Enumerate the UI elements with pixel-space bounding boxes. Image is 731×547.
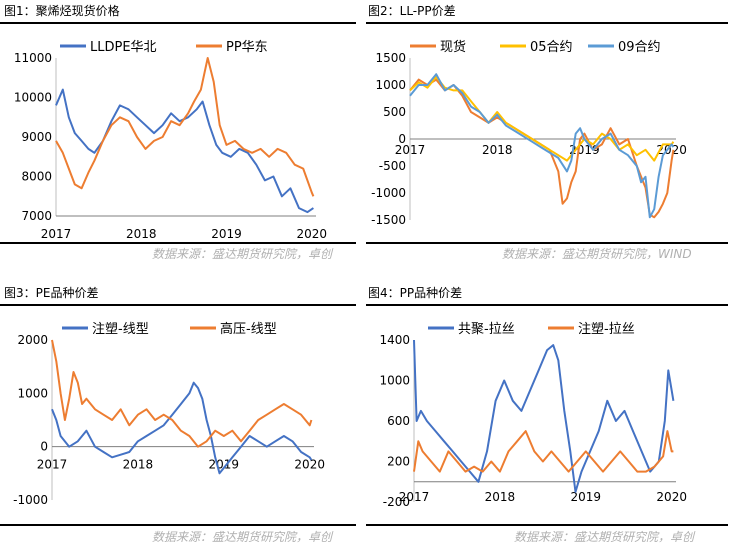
chart4-xtick-label: 2018 <box>485 490 516 504</box>
chart3-xtick-label: 2020 <box>294 458 325 472</box>
chart1-series-line-2 <box>55 57 315 197</box>
chart1-source: 数据来源：盛达期货研究院，卓创 <box>152 247 333 261</box>
chart1-legend-label: PP华东 <box>226 40 268 55</box>
chart1-xtick-label: 2020 <box>296 227 327 241</box>
chart2-ytick-label: 0 <box>398 132 406 146</box>
chart2-xtick-label: 2017 <box>395 143 426 157</box>
chart4-ytick-label: 600 <box>387 414 410 428</box>
chart3-source: 数据来源：盛达期货研究院，卓创 <box>152 530 333 544</box>
chart4-ytick-label: 1400 <box>379 333 410 347</box>
chart3-bottom-rule <box>0 524 356 526</box>
chart2-series-line-2 <box>409 75 675 162</box>
chart4-source: 数据来源：盛达期货研究院，卓创 <box>514 530 695 544</box>
chart2-title: 图2：LL-PP价差 <box>368 4 456 18</box>
chart1-ytick-label: 9000 <box>21 130 52 144</box>
chart2-xtick-label: 2018 <box>482 143 513 157</box>
chart4-xtick-label: 2020 <box>656 490 687 504</box>
chart2-ytick-label: 1500 <box>375 51 406 65</box>
chart3-ytick-label: 1000 <box>17 386 48 400</box>
chart4-legend-label: 共聚-拉丝 <box>458 322 515 337</box>
chart4-ytick-label: -200 <box>383 495 410 509</box>
chart4-series-line-2 <box>413 430 674 473</box>
chart4-bottom-rule <box>366 524 728 526</box>
chart4-series-line-1 <box>413 339 675 493</box>
chart4-xtick-label: 2017 <box>399 490 430 504</box>
chart3-top-rule <box>0 304 356 306</box>
chart2-legend-label: 现货 <box>440 39 466 55</box>
chart3-title: 图3：PE品种价差 <box>4 286 99 300</box>
chart2-series-line-3 <box>409 73 675 219</box>
chart4-top-rule <box>366 304 728 306</box>
chart3-xtick-label: 2018 <box>123 458 154 472</box>
chart2-legend-label: 05合约 <box>530 40 573 55</box>
chart1-ytick-label: 7000 <box>21 209 52 223</box>
chart3-xtick-label: 2017 <box>37 458 68 472</box>
chart1-top-rule <box>0 22 356 24</box>
chart1-xtick-label: 2018 <box>126 227 157 241</box>
chart2-legend-label: 09合约 <box>618 40 661 55</box>
chart4-title: 图4：PP品种价差 <box>368 286 463 300</box>
chart1-xtick-label: 2019 <box>211 227 242 241</box>
chart1-legend-label: LLDPE华北 <box>90 40 157 55</box>
chart3-series-line-1 <box>51 381 313 475</box>
chart1-ytick-label: 11000 <box>14 51 52 65</box>
chart2-bottom-rule <box>366 242 728 244</box>
chart4-xtick-label: 2019 <box>571 490 602 504</box>
chart1-bottom-rule <box>0 242 356 244</box>
chart2-ytick-label: -500 <box>379 159 406 173</box>
chart1-xtick-label: 2017 <box>41 227 72 241</box>
chart2-ytick-label: 500 <box>383 105 406 119</box>
chart3-legend-label: 高压-线型 <box>220 321 277 337</box>
chart2-ytick-label: 1000 <box>375 78 406 92</box>
chart2-ytick-label: -1500 <box>371 213 406 227</box>
chart3-ytick-label: 0 <box>40 440 48 454</box>
chart2-ytick-label: -1000 <box>371 186 406 200</box>
chart3-ytick-label: -1000 <box>13 493 48 507</box>
chart4-ytick-label: 1000 <box>379 374 410 388</box>
chart3-series-line-2 <box>51 339 313 448</box>
chart3-ytick-label: 2000 <box>17 333 48 347</box>
chart2-top-rule <box>366 22 728 24</box>
chart4-legend-label: 注塑-拉丝 <box>578 322 635 337</box>
chart1-ytick-label: 8000 <box>21 170 52 184</box>
chart4-ytick-label: 200 <box>387 455 410 469</box>
chart1-ytick-label: 10000 <box>14 91 52 105</box>
chart1-title: 图1：聚烯烃现货价格 <box>4 4 120 18</box>
chart2-source: 数据来源：盛达期货研究院，WIND <box>502 247 692 261</box>
chart3-legend-label: 注塑-线型 <box>92 322 149 337</box>
